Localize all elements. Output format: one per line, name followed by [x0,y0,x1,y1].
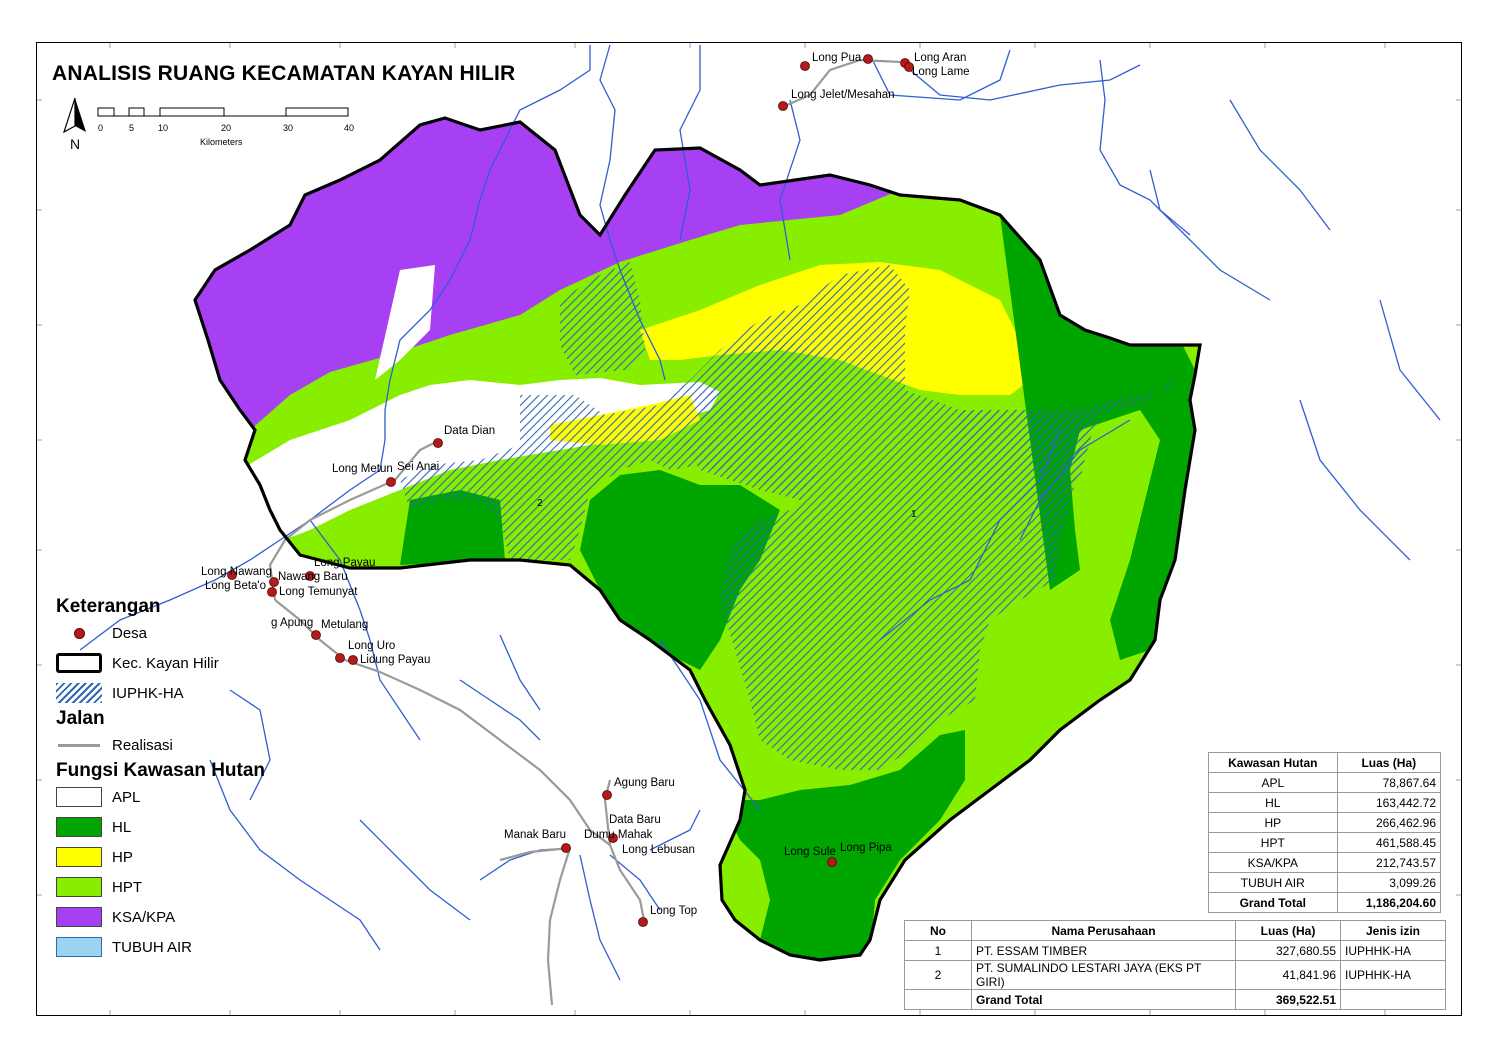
table-row: KSA/KPA 212,743.57 [1208,852,1442,873]
ksa-kpa-swatch [56,907,102,927]
legend-item-desa: Desa [56,618,316,648]
legend-item-hp: HP [56,842,316,872]
map-frame [36,42,1462,1016]
village-label[interactable]: Long Nawang [201,566,272,578]
legend-item-hpt: HPT [56,872,316,902]
table-row: 1 PT. ESSAM TIMBER 327,680.55 IUPHHK-HA [904,940,1446,961]
legend-item-ksa-kpa: KSA/KPA [56,902,316,932]
village-label[interactable]: Sei Anai [397,461,440,473]
hp-swatch [56,847,102,867]
village-label[interactable]: Long Metun [332,463,393,475]
company-table-header: Nama Perusahaan [971,920,1236,941]
village-label[interactable]: Agung Baru [614,777,675,789]
company-table: No Nama Perusahaan Luas (Ha) Jenis izin … [904,920,1446,1010]
legend-item-hl: HL [56,812,316,842]
scale-tick-40: 40 [344,123,355,133]
scale-tick-30: 30 [283,123,294,133]
village-dot-icon [56,623,102,643]
village-label[interactable]: Metulang [321,619,369,631]
legend-item-realisasi: Realisasi [56,730,316,760]
legend-item-apl: APL [56,782,316,812]
scale-bar [97,107,349,117]
scale-tick-5: 5 [129,123,135,133]
table-row: HP 266,462.96 [1208,812,1442,833]
hatch-swatch [56,683,102,703]
table-row: HPT 461,588.45 [1208,832,1442,853]
scale-tick-20: 20 [221,123,232,133]
village-label[interactable]: g Apung [271,617,314,629]
table-total-row: Grand Total 369,522.51 [904,989,1446,1010]
rivers [79,44,1441,981]
iuphk-area-2 [560,262,645,375]
legend: Keterangan Desa Kec. Kayan Hilir IUPHK-H… [56,596,316,962]
area-table-header: Kawasan Hutan [1208,752,1338,773]
apl-swatch [56,787,102,807]
north-arrow-icon [62,97,86,134]
village-label[interactable]: Long Uro [348,640,396,652]
village-label[interactable]: Data Dian [444,425,496,437]
hl-swatch [56,817,102,837]
village-label[interactable]: Lidung Payau [360,654,431,666]
company-table-header: No [904,920,972,941]
village-label[interactable]: Long Top [650,905,698,917]
boundary-swatch [56,653,102,673]
legend-item-tubuh-air: TUBUH AIR [56,932,316,962]
village-label[interactable]: Long Beta'o [205,580,267,592]
village-label[interactable]: Long Pipa [840,842,892,854]
village-markers[interactable] [227,54,914,927]
north-label: N [70,136,81,152]
village-label[interactable]: Long Sule [784,846,836,858]
village-label[interactable]: Long Lebusan [622,844,695,856]
hpt-swatch [56,877,102,897]
company-table-header: Luas (Ha) [1235,920,1341,941]
village-label[interactable]: Long Aran [914,52,967,64]
area-table: Kawasan Hutan Luas (Ha) APL 78,867.64 HL… [1208,752,1442,913]
village-label[interactable]: Manak Baru [504,829,567,841]
iuphk-area-1 [400,265,1180,770]
table-row: HL 163,442.72 [1208,792,1442,813]
area-number-1: 1 [911,509,917,520]
scale-tick-0: 0 [98,123,104,133]
village-label[interactable]: Long Payau [314,557,376,569]
village-label[interactable]: Data Baru [609,814,661,826]
village-label[interactable]: Long Jelet/Mesahan [791,89,895,101]
legend-item-boundary: Kec. Kayan Hilir [56,648,316,678]
legend-title-jalan: Jalan [56,708,105,729]
tubuh-air-swatch [56,937,102,957]
village-label[interactable]: Long Lame [912,66,970,78]
village-label[interactable]: Nawang Baru [278,571,348,583]
map-title: ANALISIS RUANG KECAMATAN KAYAN HILIR [52,62,516,85]
table-total-row: Grand Total 1,186,204.60 [1208,892,1442,913]
table-row: 2 PT. SUMALINDO LESTARI JAYA (EKS PT GIR… [904,960,1446,990]
legend-title-keterangan: Keterangan [56,596,161,617]
scale-tick-10: 10 [158,123,169,133]
village-label[interactable]: Long Temunyat [279,586,358,598]
legend-title-fungsi: Fungsi Kawasan Hutan [56,760,266,781]
village-label[interactable]: Dumu Mahak [584,829,653,841]
table-row: APL 78,867.64 [1208,772,1442,793]
company-table-header: Jenis izin [1340,920,1446,941]
area-number-2: 2 [537,498,543,509]
area-table-header: Luas (Ha) [1336,752,1442,773]
legend-item-iuphk: IUPHK-HA [56,678,316,708]
table-row: TUBUH AIR 3,099.26 [1208,872,1442,893]
scale-unit: Kilometers [200,137,243,147]
zone-ksa-kpa [195,118,900,440]
road-line-icon [56,735,102,755]
village-label[interactable]: Long Pua [812,52,862,64]
